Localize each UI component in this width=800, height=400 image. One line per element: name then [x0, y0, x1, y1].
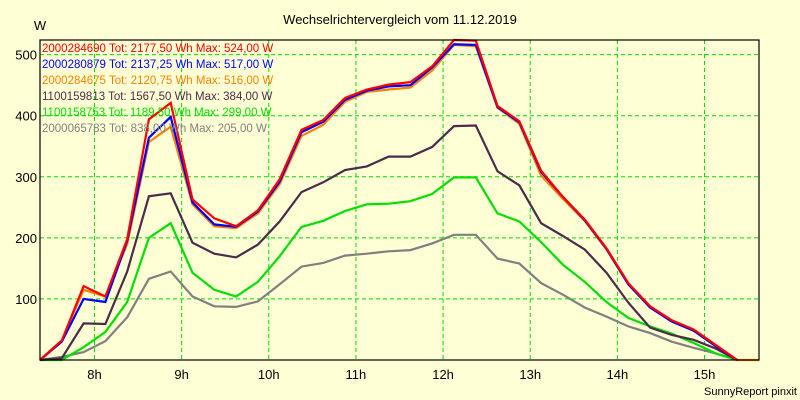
legend-entry-2000280879: 2000280879 Tot: 2137,25 Wh Max: 517,00 W	[42, 59, 273, 71]
series-lines	[39, 38, 759, 362]
y-tick-label: 300	[15, 170, 37, 185]
legend-entry-1100158753: 1100158753 Tot: 1189,50 Wh Max: 299,00 W	[42, 107, 272, 119]
y-tick-label: 100	[15, 292, 37, 307]
y-tick-label: 500	[15, 48, 37, 63]
series-line-2000284690	[39, 38, 738, 361]
x-tick-label: 9h	[174, 367, 188, 382]
chart-title: Wechselrichtervergleich vom 11.12.2019	[283, 12, 517, 27]
x-tick-label: 8h	[87, 367, 101, 382]
x-axis-ticks: 8h 9h 10h 11h 12h 13h 14h 15h	[87, 367, 715, 382]
x-tick-label: 10h	[258, 367, 280, 382]
y-tick-label: 200	[15, 231, 37, 246]
legend: 2000284690 Tot: 2177,50 Wh Max: 524,00 W…	[42, 43, 273, 135]
footer-credit: SunnyReport pinxit	[704, 386, 797, 398]
x-tick-label: 14h	[607, 367, 629, 382]
x-tick-label: 15h	[694, 367, 716, 382]
series-line-1100159813	[39, 124, 738, 362]
series-line-2000065783	[39, 233, 738, 362]
x-tick-label: 13h	[519, 367, 541, 382]
legend-entry-2000284675: 2000284675 Tot: 2120,75 Wh Max: 516,00 W	[42, 75, 273, 87]
y-axis-label: W	[34, 18, 47, 33]
legend-entry-1100159813: 1100159813 Tot: 1567,50 Wh Max: 384,00 W	[42, 91, 273, 103]
series-line-1100158753	[40, 176, 738, 362]
x-tick-label: 11h	[346, 367, 367, 382]
y-tick-label: 400	[15, 109, 37, 124]
plot-frame	[39, 39, 760, 361]
legend-entry-2000065783: 2000065783 Tot: 838,00 Wh Max: 205,00 W	[42, 123, 267, 135]
grid-lines	[40, 40, 759, 360]
legend-entry-2000284690: 2000284690 Tot: 2177,50 Wh Max: 524,00 W	[42, 43, 273, 55]
x-tick-label: 12h	[432, 367, 454, 382]
y-axis-ticks: 100 200 300 400 500	[15, 48, 37, 307]
